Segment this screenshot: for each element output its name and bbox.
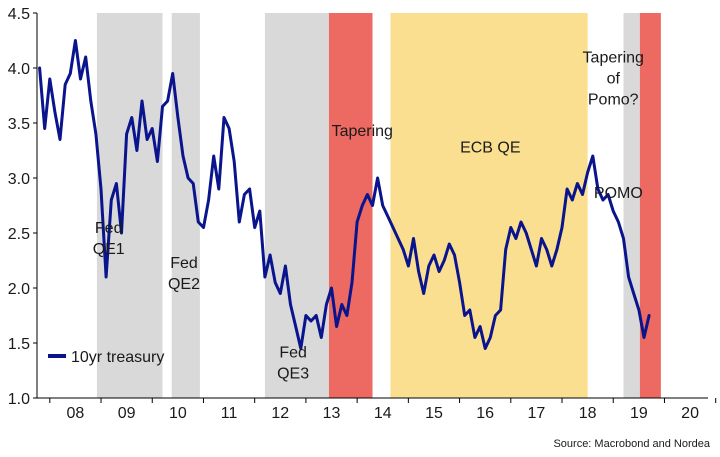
x-tick-label: 19 <box>630 405 648 422</box>
legend: 10yr treasury <box>48 349 164 366</box>
x-tick-label: 08 <box>67 405 85 422</box>
band-label-fed-qe2: Fed QE2 <box>168 255 200 293</box>
y-tick-label: 3.0 <box>8 171 30 188</box>
x-tick-label: 18 <box>579 405 597 422</box>
band-fed-qe1 <box>96 13 163 398</box>
y-tick-label: 4.5 <box>8 6 30 23</box>
band-fed-qe3 <box>264 13 329 398</box>
band-labels: Fed QE1 Fed QE2 Fed QE3 Tapering ECB QE POMO Tape… <box>93 50 644 383</box>
series-10yr-treasury <box>38 39 651 350</box>
legend-label-10yr-treasury: 10yr treasury <box>71 349 164 366</box>
band-tapering <box>328 13 373 398</box>
band-label-tapering: Tapering <box>332 123 393 140</box>
y-tick-label: 2.0 <box>8 281 30 298</box>
x-tick-label: 14 <box>374 405 392 422</box>
y-tick-label: 1.0 <box>8 391 30 408</box>
x-tick-label: 12 <box>271 405 289 422</box>
x-tick-label: 11 <box>221 405 238 422</box>
band-label-fed-qe1: Fed QE1 <box>93 220 125 258</box>
x-tick-label: 13 <box>323 405 341 422</box>
band-label-tapering-of-pomo: Tapering of Pomo? <box>583 50 644 109</box>
policy-bands <box>96 13 661 398</box>
band-ecb-qe <box>390 13 588 398</box>
y-tick-label: 3.5 <box>8 116 30 133</box>
band-tapering-of-pomo <box>639 13 661 398</box>
y-tick-label: 2.5 <box>8 226 30 243</box>
x-tick-label: 17 <box>528 405 546 422</box>
band-pomo <box>623 13 640 398</box>
axes: 1.0 1.5 2.0 2.5 3.0 3.5 4.0 4.5 08 09 10 11 12 13 14 15… <box>8 6 717 422</box>
y-tick-label: 1.5 <box>8 336 30 353</box>
x-tick-label: 20 <box>681 405 699 422</box>
band-label-fed-qe3: Fed QE3 <box>277 344 309 382</box>
x-tick-label: 16 <box>476 405 494 422</box>
x-tick-label: 10 <box>169 405 187 422</box>
band-label-ecb-qe: ECB QE <box>460 140 520 157</box>
band-label-pomo: POMO <box>594 185 643 202</box>
y-tick-label: 4.0 <box>8 61 30 78</box>
x-tick-label: 09 <box>118 405 136 422</box>
x-tick-label: 15 <box>425 405 443 422</box>
source-note: Source: Macrobond and Nordea <box>553 438 710 450</box>
line-10yr-treasury <box>38 39 651 350</box>
